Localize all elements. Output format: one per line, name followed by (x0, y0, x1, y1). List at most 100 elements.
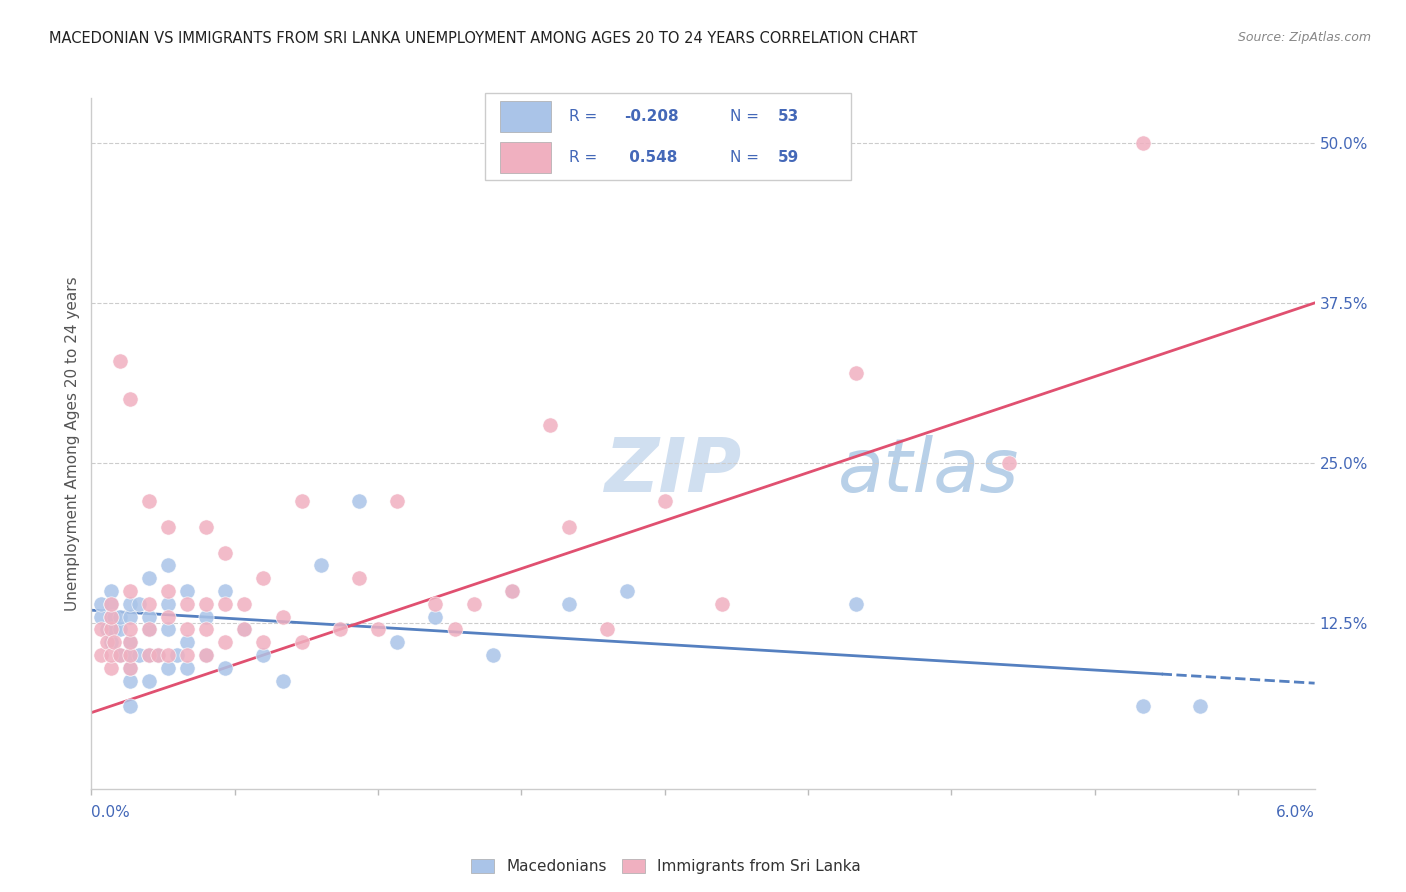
Point (103, 609, 125, 624)
Point (214, 545, 236, 559)
Point (138, 673, 160, 688)
Point (156, 661, 179, 675)
Text: R =: R = (569, 150, 602, 165)
Point (998, 456, 1021, 470)
Point (501, 584, 523, 599)
Y-axis label: Unemployment Among Ages 20 to 24 years: Unemployment Among Ages 20 to 24 years (65, 277, 80, 611)
Point (118, 648, 141, 662)
Point (291, 494, 314, 508)
Point (481, 648, 503, 662)
Text: 6.0%: 6.0% (1275, 805, 1315, 820)
Point (558, 597, 581, 611)
Point (195, 648, 218, 662)
Point (176, 597, 198, 611)
Point (156, 648, 179, 662)
Point (271, 609, 294, 624)
Point (596, 623, 619, 637)
Point (425, 597, 447, 611)
Point (233, 623, 256, 637)
Point (1132, 136, 1154, 150)
Point (118, 623, 141, 637)
Point (96, 635, 118, 649)
Point (425, 609, 447, 624)
Point (118, 673, 141, 688)
Point (309, 558, 332, 573)
Point (103, 623, 125, 637)
Point (138, 494, 160, 508)
Point (195, 597, 218, 611)
Point (90, 609, 112, 624)
Point (103, 635, 125, 649)
Point (100, 609, 122, 624)
FancyBboxPatch shape (485, 93, 851, 180)
Point (252, 571, 274, 585)
Legend: Macedonians, Immigrants from Sri Lanka: Macedonians, Immigrants from Sri Lanka (464, 852, 869, 882)
Point (138, 597, 160, 611)
Point (329, 623, 352, 637)
Text: R =: R = (569, 109, 602, 124)
Point (176, 635, 198, 649)
Text: N =: N = (730, 150, 763, 165)
Point (148, 648, 170, 662)
Point (156, 623, 179, 637)
Point (138, 648, 160, 662)
Point (118, 635, 141, 649)
Point (90, 597, 112, 611)
Point (347, 571, 370, 585)
Point (156, 520, 179, 534)
Point (176, 623, 198, 637)
Text: 59: 59 (778, 150, 799, 165)
Point (1188, 699, 1211, 714)
Point (138, 609, 160, 624)
Point (176, 661, 198, 675)
Text: ZIP: ZIP (605, 435, 742, 508)
Point (616, 584, 638, 599)
Point (195, 609, 218, 624)
Point (538, 417, 561, 432)
Point (195, 648, 218, 662)
Text: 0.548: 0.548 (624, 150, 678, 165)
Point (100, 597, 122, 611)
Point (558, 520, 581, 534)
Point (118, 699, 141, 714)
Point (156, 609, 179, 624)
Point (100, 635, 122, 649)
Point (252, 648, 274, 662)
Point (90, 623, 112, 637)
Point (90, 648, 112, 662)
Point (156, 597, 179, 611)
Point (291, 635, 314, 649)
Point (118, 392, 141, 406)
Point (233, 623, 256, 637)
Point (367, 623, 389, 637)
Point (252, 635, 274, 649)
Point (138, 571, 160, 585)
Point (100, 648, 122, 662)
Point (118, 661, 141, 675)
Point (845, 597, 868, 611)
Point (214, 597, 236, 611)
Point (654, 494, 676, 508)
Point (118, 648, 141, 662)
Point (108, 648, 131, 662)
Bar (499, 101, 551, 132)
Point (156, 584, 179, 599)
Point (195, 623, 218, 637)
Point (385, 635, 409, 649)
Text: -0.208: -0.208 (624, 109, 679, 124)
Point (156, 558, 179, 573)
Point (443, 623, 465, 637)
Point (148, 648, 170, 662)
Point (96, 623, 118, 637)
Point (118, 609, 141, 624)
Point (128, 597, 150, 611)
Point (271, 673, 294, 688)
Point (176, 584, 198, 599)
Text: 0.0%: 0.0% (91, 805, 131, 820)
Point (214, 661, 236, 675)
Point (166, 648, 188, 662)
Point (118, 635, 141, 649)
Point (100, 584, 122, 599)
Text: atlas: atlas (838, 435, 1019, 508)
Point (711, 597, 734, 611)
